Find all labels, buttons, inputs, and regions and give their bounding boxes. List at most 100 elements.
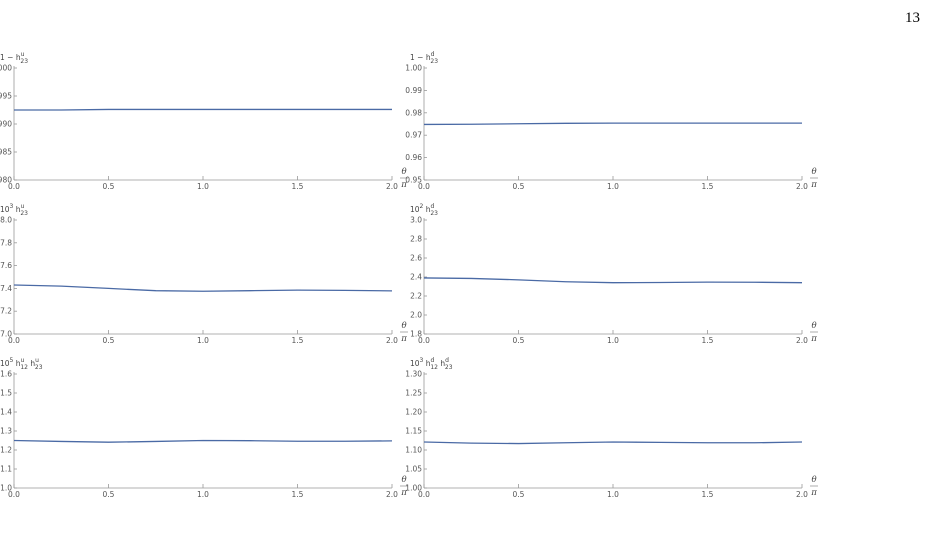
label-part: 23 (430, 58, 438, 65)
data-line (14, 108, 392, 111)
label-part: 12 (20, 364, 28, 371)
label-part: d (445, 357, 449, 364)
x-tick-label: 2.0 (796, 336, 808, 345)
x-tick-label: 1.0 (607, 182, 619, 191)
label-part: 1 − h (0, 53, 21, 62)
y-tick-label: 1.6 (0, 370, 12, 379)
data-line (13, 439, 393, 443)
x-label-den: π (810, 488, 817, 498)
y-tick-label: 2.6 (410, 254, 422, 263)
y-tick-label: 0.995 (0, 92, 12, 101)
x-label-num: θ (811, 475, 816, 485)
label-part: 10 (410, 205, 420, 214)
y-tick-label: 1.2 (0, 446, 12, 455)
label-part: 1 − h (410, 53, 431, 62)
data-line (423, 277, 803, 284)
x-tick-label: 2.0 (796, 182, 808, 191)
y-tick-label: 1.8 (410, 330, 422, 339)
y-tick-label: 1.00 (405, 64, 422, 73)
x-tick-label: 0.5 (103, 182, 115, 191)
x-tick-label: 1.5 (702, 336, 714, 345)
data-line (423, 122, 802, 126)
y-tick-label: 8.0 (0, 216, 12, 225)
label-part: h (28, 359, 35, 368)
plot: 7.0 7.2 7.4 7.6 7.8 8.0 0.0 0.5 1.0 1.5 2.0 103 hu 2… (0, 203, 408, 345)
y-tick-label: 1.5 (0, 389, 12, 398)
y-tick-label: 7.0 (0, 330, 12, 339)
y-axis-label: 1 − hu 23 (0, 51, 28, 65)
y-tick-label: 0.95 (405, 176, 422, 185)
x-tick-label: 1.0 (607, 490, 619, 499)
x-tick-label: 1.5 (292, 490, 304, 499)
x-label-num: θ (401, 475, 406, 485)
x-tick-label: 0.5 (513, 336, 525, 345)
y-tick-label: 7.2 (0, 307, 12, 316)
y-tick-label: 1.0 (0, 484, 12, 493)
label-part: 10 (0, 205, 10, 214)
label-part: d (431, 357, 435, 364)
x-label-num: θ (811, 321, 816, 331)
label-part: 23 (430, 210, 438, 217)
y-axis-label: 1 − hd 23 (410, 51, 438, 65)
x-tick-label: 0.5 (103, 336, 115, 345)
x-label-num: θ (401, 167, 406, 177)
y-axis-label: 103 hu 23 (0, 203, 28, 217)
y-axis-label: 105 hu 12 hu 23 (0, 357, 43, 371)
y-tick-label: 0.98 (405, 108, 422, 117)
y-axis-label: 103 hd 12 hd 23 (410, 357, 453, 371)
x-label-den: π (400, 180, 407, 190)
label-part: 3 (420, 357, 424, 364)
y-axis-label: 102 hd 23 (410, 203, 438, 217)
label-part: h (438, 359, 445, 368)
label-part: d (431, 203, 435, 210)
x-label-num: θ (811, 167, 816, 177)
y-tick-label: 2.0 (410, 311, 422, 320)
label-part: 5 (10, 357, 14, 364)
label-part: u (21, 357, 25, 364)
y-tick-label: 1.10 (405, 446, 422, 455)
y-tick-label: 1.1 (0, 465, 12, 474)
y-tick-label: 1.4 (0, 408, 12, 417)
y-tick-label: 0.980 (0, 176, 12, 185)
y-tick-label: 0.985 (0, 148, 12, 157)
label-part: 10 (0, 359, 10, 368)
x-tick-label: 0.0 (418, 336, 430, 345)
y-tick-label: 2.4 (410, 273, 422, 282)
label-part: 23 (445, 364, 453, 371)
label-part: 23 (20, 210, 28, 217)
y-tick-label: 1.3 (0, 427, 12, 436)
label-part: 3 (10, 203, 14, 210)
y-tick-label: 1.000 (0, 64, 12, 73)
x-tick-label: 0.0 (8, 182, 20, 191)
y-tick-label: 1.30 (405, 370, 422, 379)
x-label-num: θ (401, 321, 406, 331)
x-tick-label: 0.5 (103, 490, 115, 499)
plot: 0.95 0.96 0.97 0.98 0.99 1.00 0.0 0.5 1.0 1.5 2.0 1… (405, 51, 818, 191)
y-tick-label: 1.25 (405, 389, 422, 398)
x-tick-label: 1.5 (292, 336, 304, 345)
x-label-den: π (810, 180, 817, 190)
y-tick-label: 0.99 (405, 86, 422, 95)
plot: 0.980 0.985 0.990 0.995 1.000 0.0 0.5 1.0 1.5 2.0… (0, 51, 408, 191)
y-tick-label: 1.15 (405, 427, 422, 436)
plot: 1.8 2.0 2.2 2.4 2.6 2.8 3.0 0.0 0.5 1.0 1.5 2.0 102 … (410, 203, 818, 345)
x-tick-label: 1.5 (702, 182, 714, 191)
data-line (13, 284, 393, 292)
y-tick-label: 3.0 (410, 216, 422, 225)
x-tick-label: 0.5 (513, 490, 525, 499)
y-tick-label: 2.8 (410, 235, 422, 244)
x-tick-label: 1.0 (197, 490, 209, 499)
y-tick-label: 0.97 (405, 131, 422, 140)
x-label-den: π (400, 488, 407, 498)
label-part: u (21, 203, 25, 210)
plot: 1.00 1.05 1.10 1.15 1.20 1.25 1.30 0.0 0.5 1.0 1.5… (405, 357, 818, 499)
x-label-den: π (400, 334, 407, 344)
label-part: u (21, 51, 25, 58)
label-part: u (35, 357, 39, 364)
x-tick-label: 1.5 (292, 182, 304, 191)
y-tick-label: 2.2 (410, 292, 422, 301)
y-tick-label: 0.990 (0, 120, 12, 129)
x-tick-label: 2.0 (796, 490, 808, 499)
label-part: 23 (35, 364, 43, 371)
